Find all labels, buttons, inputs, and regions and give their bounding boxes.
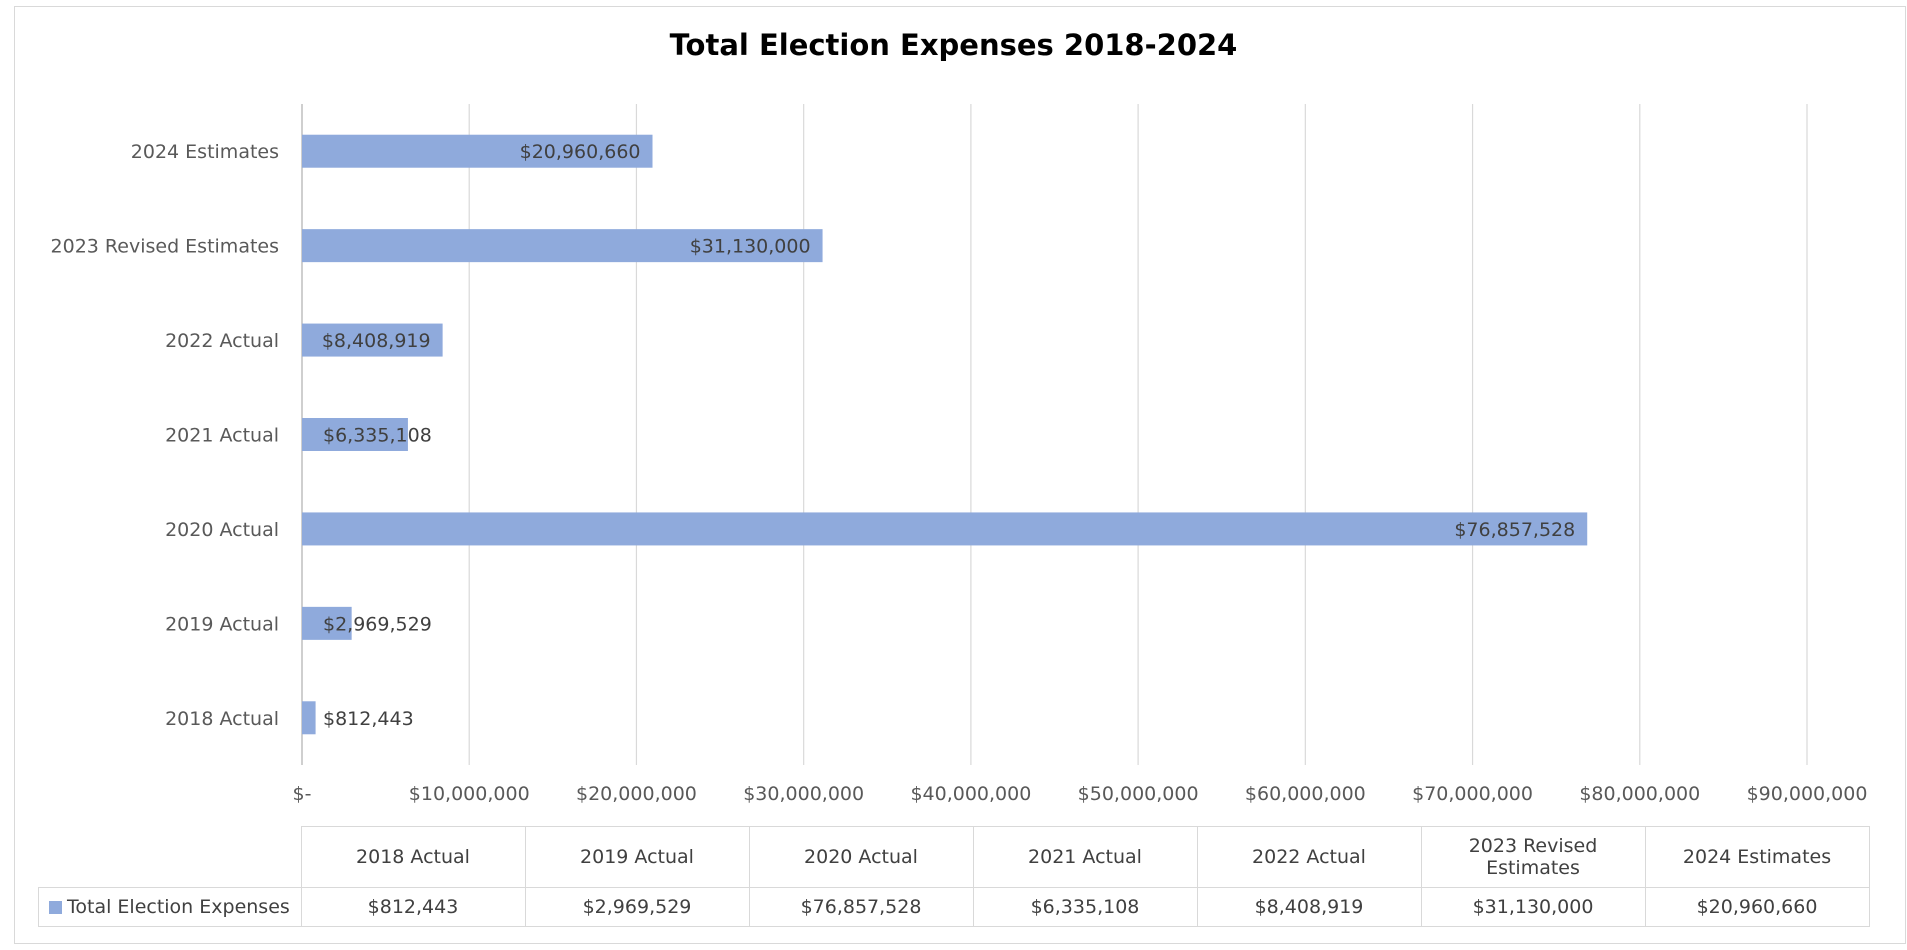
- y-tick-label: 2023 Revised Estimates: [51, 236, 279, 258]
- data-table-header: 2024 Estimates: [1644, 826, 1870, 888]
- x-tick-label: $20,000,000: [576, 783, 697, 805]
- data-table-value: $31,130,000: [1420, 887, 1646, 927]
- x-tick-label: $70,000,000: [1412, 783, 1533, 805]
- bar: [302, 606, 352, 640]
- x-tick-label: $90,000,000: [1747, 783, 1868, 805]
- x-tick-label: $80,000,000: [1579, 783, 1700, 805]
- data-table-header-row: 2018 Actual 2019 Actual 2020 Actual 2021…: [38, 826, 1870, 888]
- x-tick-label: $50,000,000: [1078, 783, 1199, 805]
- data-table-header: 2019 Actual: [524, 826, 750, 888]
- data-table-value: $6,335,108: [972, 887, 1198, 927]
- data-label: $812,443: [323, 708, 414, 730]
- data-label: $31,130,000: [690, 236, 811, 258]
- data-table-corner: [38, 826, 302, 888]
- chart-plot: $- $10,000,000 $20,000,000 $30,000,000 $40,0…: [51, 104, 1868, 805]
- data-label: $6,335,108: [323, 425, 432, 447]
- chart-title: Total Election Expenses 2018-2024: [669, 28, 1238, 62]
- data-table-header: 2023 Revised Estimates: [1420, 826, 1646, 888]
- data-label: $76,857,528: [1454, 519, 1575, 541]
- bar: [302, 323, 443, 357]
- data-table-header: 2021 Actual: [972, 826, 1198, 888]
- data-label: $20,960,660: [520, 141, 641, 163]
- y-tick-label: 2020 Actual: [165, 519, 279, 541]
- data-table-value: $76,857,528: [748, 887, 974, 927]
- data-table-header: 2022 Actual: [1196, 826, 1422, 888]
- data-table-header: 2018 Actual: [300, 826, 526, 888]
- legend-label: Total Election Expenses: [67, 896, 290, 918]
- y-tick-label: 2021 Actual: [165, 425, 279, 447]
- y-tick-label: 2024 Estimates: [131, 141, 279, 163]
- x-tick-label: $40,000,000: [910, 783, 1031, 805]
- x-tick-label: $-: [293, 783, 312, 805]
- data-table-value-row: Total Election Expenses $812,443 $2,969,…: [38, 887, 1870, 927]
- data-table-value: $2,969,529: [524, 887, 750, 927]
- y-tick-label: 2019 Actual: [165, 613, 279, 635]
- bar: [302, 134, 653, 168]
- legend-entry: Total Election Expenses: [38, 887, 302, 927]
- data-table-value: $8,408,919: [1196, 887, 1422, 927]
- bar: [302, 701, 316, 735]
- data-table-value: $812,443: [300, 887, 526, 927]
- bar: [302, 229, 823, 263]
- data-label: $8,408,919: [322, 330, 431, 352]
- chart-frame: [14, 6, 1906, 944]
- legend-swatch: [49, 901, 62, 914]
- data-table-header: 2020 Actual: [748, 826, 974, 888]
- x-tick-label: $10,000,000: [409, 783, 530, 805]
- x-tick-label: $60,000,000: [1245, 783, 1366, 805]
- data-label: $2,969,529: [323, 613, 432, 635]
- x-tick-label: $30,000,000: [743, 783, 864, 805]
- bar: [302, 512, 1588, 546]
- bar: [302, 418, 408, 451]
- y-tick-label: 2018 Actual: [165, 708, 279, 730]
- data-table-value: $20,960,660: [1644, 887, 1870, 927]
- data-table: 2018 Actual 2019 Actual 2020 Actual 2021…: [38, 826, 1870, 927]
- y-tick-label: 2022 Actual: [165, 330, 279, 352]
